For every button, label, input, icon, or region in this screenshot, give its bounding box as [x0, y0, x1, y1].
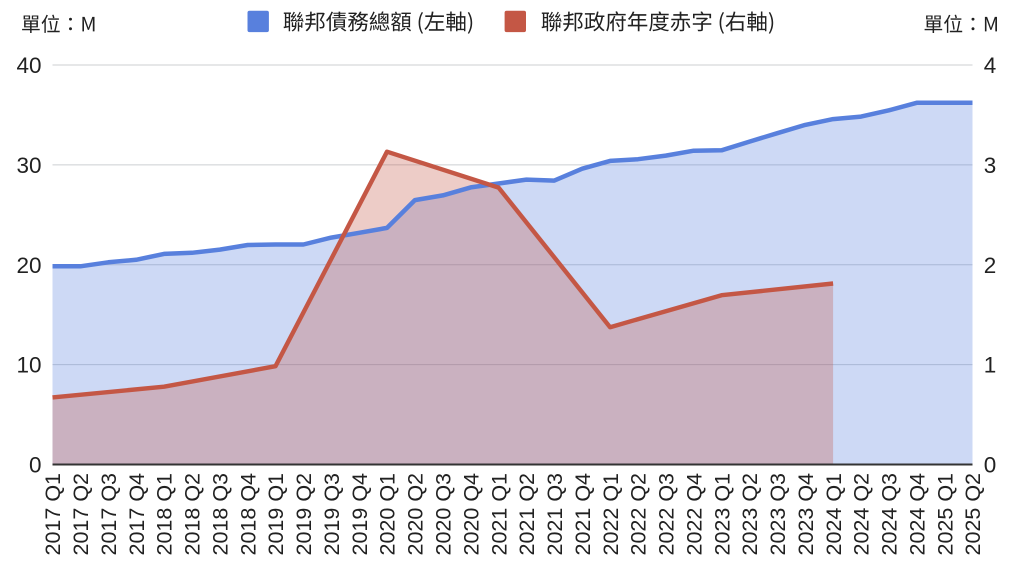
svg-text:2019 Q3: 2019 Q3 — [320, 473, 344, 556]
svg-text:2024 Q2: 2024 Q2 — [850, 473, 874, 555]
svg-text:2022 Q2: 2022 Q2 — [627, 473, 651, 555]
svg-text:40: 40 — [16, 53, 41, 78]
svg-text:2025 Q1: 2025 Q1 — [933, 473, 957, 555]
svg-text:2024 Q4: 2024 Q4 — [905, 473, 929, 556]
svg-text:2: 2 — [984, 253, 997, 278]
svg-text:2021 Q2: 2021 Q2 — [515, 473, 539, 555]
svg-text:2018 Q1: 2018 Q1 — [153, 473, 177, 555]
svg-text:2023 Q1: 2023 Q1 — [710, 473, 734, 555]
svg-text:2017 Q2: 2017 Q2 — [69, 473, 93, 555]
svg-text:2022 Q3: 2022 Q3 — [655, 473, 679, 556]
svg-text:3: 3 — [984, 153, 997, 178]
svg-text:2025 Q2: 2025 Q2 — [961, 473, 985, 555]
svg-text:30: 30 — [16, 153, 41, 178]
svg-text:2020 Q3: 2020 Q3 — [432, 473, 456, 556]
svg-text:2023 Q2: 2023 Q2 — [738, 473, 762, 555]
svg-text:0: 0 — [29, 453, 42, 478]
svg-text:2019 Q2: 2019 Q2 — [292, 473, 316, 555]
svg-text:2021 Q4: 2021 Q4 — [571, 473, 595, 556]
svg-text:0: 0 — [984, 453, 997, 478]
svg-text:2022 Q1: 2022 Q1 — [599, 473, 623, 555]
svg-text:4: 4 — [984, 53, 997, 78]
svg-text:2021 Q3: 2021 Q3 — [543, 473, 567, 556]
svg-text:2024 Q3: 2024 Q3 — [878, 473, 902, 556]
svg-text:2020 Q4: 2020 Q4 — [459, 473, 483, 556]
svg-text:2024 Q1: 2024 Q1 — [822, 473, 846, 555]
svg-text:2020 Q1: 2020 Q1 — [376, 473, 400, 555]
svg-text:10: 10 — [16, 353, 41, 378]
svg-text:2023 Q3: 2023 Q3 — [766, 473, 790, 556]
svg-text:2022 Q4: 2022 Q4 — [682, 473, 706, 556]
svg-text:2017 Q4: 2017 Q4 — [125, 473, 149, 556]
svg-text:20: 20 — [16, 253, 41, 278]
svg-text:1: 1 — [984, 353, 997, 378]
svg-text:2020 Q2: 2020 Q2 — [404, 473, 428, 555]
svg-text:2021 Q1: 2021 Q1 — [487, 473, 511, 555]
svg-text:2017 Q3: 2017 Q3 — [97, 473, 121, 556]
svg-text:2017 Q1: 2017 Q1 — [41, 473, 65, 555]
svg-text:2018 Q2: 2018 Q2 — [181, 473, 205, 555]
svg-text:2019 Q4: 2019 Q4 — [348, 473, 372, 556]
svg-text:2023 Q4: 2023 Q4 — [794, 473, 818, 556]
svg-text:2018 Q4: 2018 Q4 — [236, 473, 260, 556]
svg-text:2019 Q1: 2019 Q1 — [264, 473, 288, 555]
svg-text:2018 Q3: 2018 Q3 — [209, 473, 233, 556]
